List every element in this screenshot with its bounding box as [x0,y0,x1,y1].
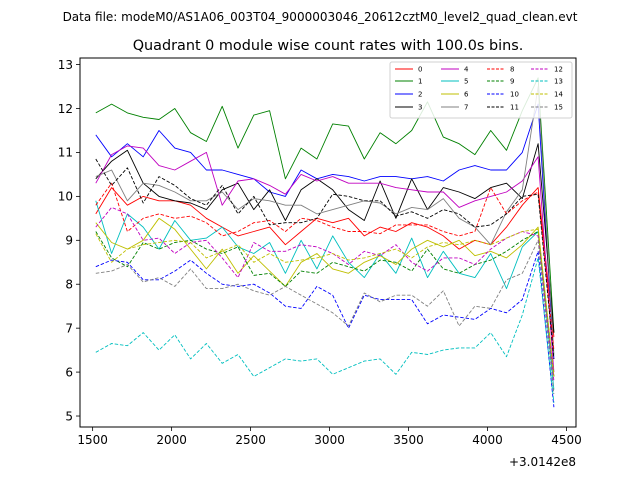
y-axis: 5 6 7 8 9 10 11 12 13 [58,58,80,423]
series-line-7 [95,86,555,355]
series-line-12 [95,206,555,381]
legend-label-12: 12 [554,66,563,74]
y-tick-label: 13 [58,58,73,72]
legend-label-14: 14 [554,91,563,99]
series-line-9 [95,231,555,377]
legend-label-7: 7 [464,104,468,112]
legend-label-2: 2 [418,91,422,99]
legend-label-10: 10 [510,91,519,99]
legend-frame [389,61,573,119]
series-line-14 [95,228,555,377]
series-line-1 [95,77,555,333]
legend-label-8: 8 [510,66,514,74]
y-tick-label: 7 [65,321,73,335]
legend-label-13: 13 [554,78,563,86]
y-tick-label: 6 [65,365,73,379]
legend-label-15: 15 [554,104,563,112]
x-tick-label: 3500 [393,433,424,447]
y-tick-label: 5 [65,409,73,423]
legend-label-4: 4 [464,66,469,74]
series-line-2 [95,103,555,359]
x-axis: 1500 2000 2500 3000 3500 4000 4500 [77,427,582,447]
y-tick-label: 9 [65,234,73,248]
series-line-13 [95,257,555,403]
series-line-4 [95,145,555,373]
x-tick-label: 3000 [314,433,345,447]
y-tick-label: 10 [58,190,73,204]
legend-label-3: 3 [418,104,422,112]
x-tick-label: 2000 [156,433,187,447]
x-tick-label: 4000 [472,433,503,447]
y-tick-label: 12 [58,102,73,116]
series-line-11 [95,158,555,359]
legend-label-11: 11 [510,104,519,112]
x-tick-label: 4500 [551,433,582,447]
legend-label-9: 9 [510,78,514,86]
series-line-6 [95,217,555,377]
series-line-8 [95,182,555,351]
legend-label-0: 0 [418,66,422,74]
legend-label-1: 1 [418,78,422,86]
axes-frame [79,57,577,428]
x-tick-label: 1500 [77,433,108,447]
series-line-10 [95,250,555,408]
plot-lines [95,77,555,408]
series-line-5 [95,200,555,390]
chart-title: Quadrant 0 module wise count rates with … [133,38,524,54]
y-tick-label: 8 [65,278,73,292]
series-line-15 [95,239,555,395]
series-line-3 [95,143,555,333]
x-offset-label: +3.0142e8 [509,455,576,469]
x-tick-label: 2500 [235,433,266,447]
legend-label-5: 5 [464,78,468,86]
y-tick-label: 11 [58,146,73,160]
legend-label-6: 6 [464,91,469,99]
figure-suptitle: Data file: modeM0/AS1A06_003T04_90000030… [63,10,578,24]
